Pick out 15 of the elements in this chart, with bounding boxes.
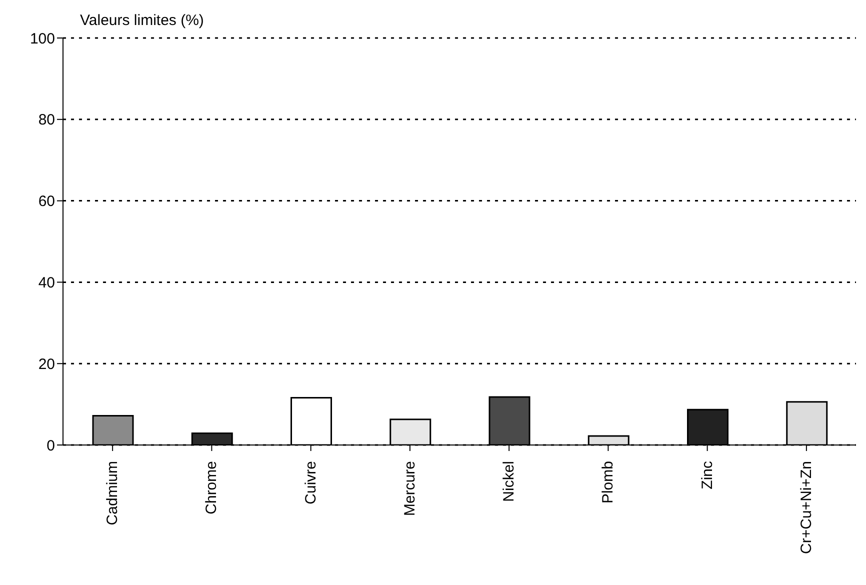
y-tick-label: 100 xyxy=(30,30,55,48)
y-tick-label: 80 xyxy=(38,112,55,129)
x-tick-label: Plomb xyxy=(600,461,617,504)
x-tick-label: Cr+Cu+Ni+Zn xyxy=(798,461,815,554)
x-tick-label: Mercure xyxy=(401,461,418,516)
x-tick-label: Nickel xyxy=(500,461,518,502)
x-tick-label: Zinc xyxy=(698,460,716,490)
y-axis-title: Valeurs limites (%) xyxy=(80,12,204,29)
y-tick-label: 40 xyxy=(38,274,55,292)
y-tick-label: 0 xyxy=(46,437,55,454)
y-tick-label: 20 xyxy=(38,356,55,373)
y-tick-label: 60 xyxy=(38,193,55,210)
x-tick-label: Cuivre xyxy=(302,461,320,504)
x-tick-label: Cadmium xyxy=(104,461,122,526)
x-tick-label: Chrome xyxy=(203,461,220,514)
